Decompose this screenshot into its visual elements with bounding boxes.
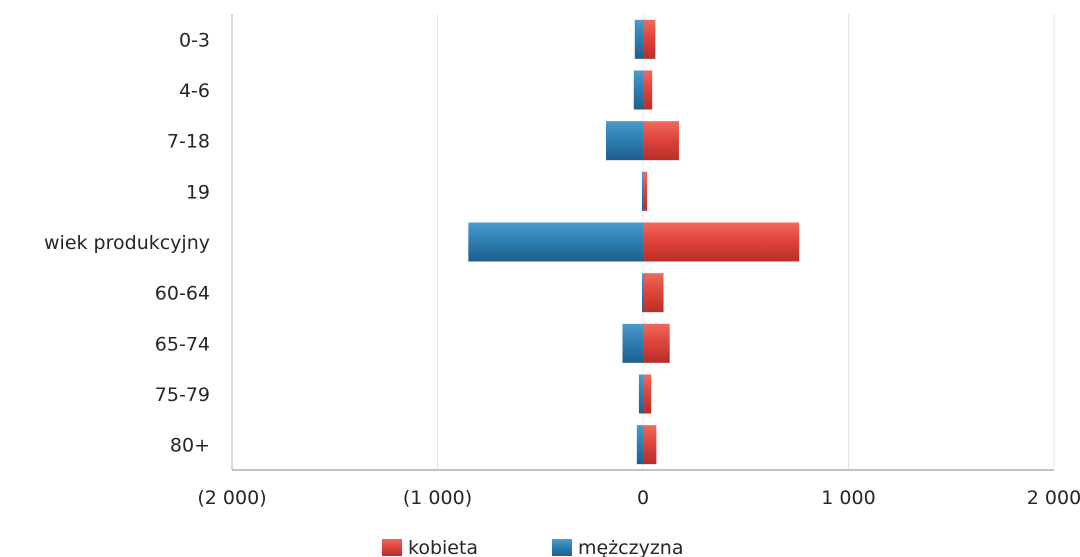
category-label: 80+ <box>170 435 210 457</box>
category-label: 60-64 <box>155 283 210 305</box>
category-label: 75-79 <box>155 384 210 406</box>
mezczyzna-bar <box>641 273 643 313</box>
mezczyzna-bar <box>634 19 643 59</box>
mezczyzna-bar <box>468 222 643 262</box>
category-labels: 0-3 4-6 7-18 19 wiek produkcyjny 60-64 65-74 75… <box>44 29 210 456</box>
legend-swatch <box>382 539 402 556</box>
kobieta-bar <box>643 323 670 363</box>
x-tick-label: 2 000 <box>1027 487 1080 509</box>
mezczyzna-bar <box>641 171 643 211</box>
mezczyzna-bar <box>633 70 643 110</box>
x-tick-label: 1 000 <box>821 487 875 509</box>
x-tick-label: (1 000) <box>403 487 472 509</box>
category-label: wiek produkcyjny <box>44 232 210 254</box>
kobieta-bar <box>643 425 657 465</box>
kobieta-bar <box>643 273 664 313</box>
category-label: 0-3 <box>179 29 210 51</box>
kobieta-bar <box>643 19 656 59</box>
category-label: 65-74 <box>155 333 210 355</box>
x-tick-label: (2 000) <box>197 487 266 509</box>
kobieta-bar <box>643 121 679 161</box>
x-tick-labels: (2 000) (1 000) 0 1 000 2 000 <box>197 487 1080 509</box>
category-label: 7-18 <box>167 131 210 153</box>
kobieta-bar <box>643 222 800 262</box>
kobieta-bar <box>643 70 653 110</box>
mezczyzna-bar <box>636 425 643 465</box>
mezczyzna-bar <box>606 121 643 161</box>
axes <box>231 14 1054 471</box>
bars <box>468 19 800 465</box>
category-label: 4-6 <box>179 80 210 102</box>
mezczyzna-bar <box>622 323 643 363</box>
legend: kobieta mężczyzna <box>382 537 684 557</box>
kobieta-bar <box>643 374 652 414</box>
category-label: 19 <box>186 181 210 203</box>
legend-label: kobieta <box>408 537 478 557</box>
x-tick-label: 0 <box>637 487 649 509</box>
mezczyzna-bar <box>638 374 643 414</box>
kobieta-bar <box>643 171 648 211</box>
legend-label: mężczyzna <box>578 537 684 557</box>
legend-swatch <box>552 539 572 556</box>
